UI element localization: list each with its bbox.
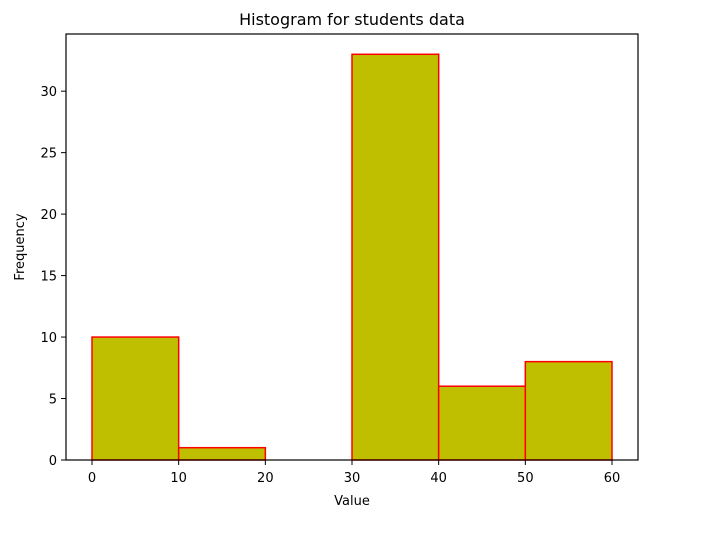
plot-frame	[65, 33, 639, 461]
x-tick-label: 0	[88, 471, 96, 486]
histogram-bar-50-60	[524, 360, 613, 461]
histogram-bar-10-20	[177, 446, 267, 461]
histogram-bar-30-40	[351, 53, 440, 461]
y-tick-label: 5	[49, 393, 57, 408]
x-axis-label: Value	[334, 494, 370, 509]
chart-title: Histogram for students data	[239, 10, 465, 29]
y-tick-label: 20	[40, 208, 57, 223]
axes: 0 10 20 30 40 50 60 0 5 10 15 20 25 30	[40, 85, 620, 486]
histogram-bar-0-10	[91, 336, 180, 461]
x-tick-label: 60	[604, 471, 621, 486]
y-tick-label: 10	[40, 331, 57, 346]
bars	[91, 53, 613, 461]
x-tick-label: 40	[430, 471, 447, 486]
x-tick-label: 30	[344, 471, 361, 486]
y-tick-label: 25	[40, 147, 57, 162]
y-tick-label: 0	[49, 454, 57, 469]
x-tick-label: 20	[257, 471, 274, 486]
y-tick-label: 15	[40, 270, 57, 285]
histogram-bar-40-50	[437, 385, 527, 461]
x-tick-label: 50	[517, 471, 534, 486]
x-tick-label: 10	[170, 471, 187, 486]
y-axis-label: Frequency	[13, 213, 28, 280]
y-tick-label: 30	[40, 85, 57, 100]
